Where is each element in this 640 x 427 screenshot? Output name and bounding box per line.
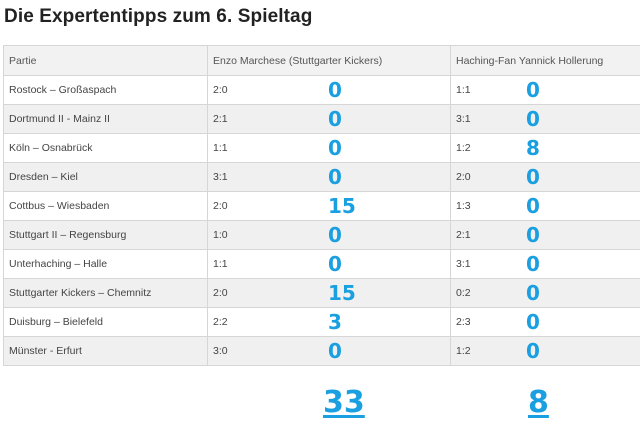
total-expert1-link[interactable]: 33 [323, 385, 365, 420]
expert1-tip: 1:1 [213, 258, 228, 270]
expert1-tip: 1:1 [213, 142, 228, 154]
expert2-tip-cell: 3:1 0 [450, 104, 640, 134]
expert2-points: 0 [526, 310, 540, 334]
table-row: Duisburg – Bielefeld 2:2 3 2:3 0 [3, 307, 640, 337]
match-cell: Stuttgarter Kickers – Chemnitz [3, 278, 208, 308]
expert2-points: 0 [526, 281, 540, 305]
match-cell: Rostock – Großaspach [3, 75, 208, 105]
expert1-tip: 2:0 [213, 287, 228, 299]
table-row: Stuttgart II – Regensburg 1:0 0 2:1 0 [3, 220, 640, 250]
page-title: Die Expertentipps zum 6. Spieltag [4, 6, 313, 27]
match-cell: Cottbus – Wiesbaden [3, 191, 208, 221]
table-row: Münster - Erfurt 3:0 0 1:2 0 [3, 336, 640, 366]
expert2-tip-cell: 1:2 8 [450, 133, 640, 163]
expert1-tip-cell: 1:1 0 [207, 133, 451, 163]
table-row: Köln – Osnabrück 1:1 0 1:2 8 [3, 133, 640, 163]
expert2-tip-cell: 1:3 0 [450, 191, 640, 221]
table-row: Dresden – Kiel 3:1 0 2:0 0 [3, 162, 640, 192]
expert2-points: 0 [526, 78, 540, 102]
expert2-tip: 2:0 [456, 171, 471, 183]
expert2-tip-cell: 2:1 0 [450, 220, 640, 250]
expert1-tip-cell: 1:1 0 [207, 249, 451, 279]
expert2-points: 8 [526, 136, 540, 160]
expert2-tip-cell: 0:2 0 [450, 278, 640, 308]
expert2-tip-cell: 3:1 0 [450, 249, 640, 279]
expert2-tip-cell: 2:3 0 [450, 307, 640, 337]
table-body: Rostock – Großaspach 2:0 0 1:1 0 Dortmund II … [3, 75, 640, 366]
expert1-tip: 1:0 [213, 229, 228, 241]
expert1-points: 0 [328, 107, 342, 131]
expert1-tip-cell: 2:0 0 [207, 75, 451, 105]
expert1-tip-cell: 2:2 3 [207, 307, 451, 337]
table-row: Unterhaching – Halle 1:1 0 3:1 0 [3, 249, 640, 279]
expert1-tip: 2:2 [213, 316, 228, 328]
expert2-tip: 0:2 [456, 287, 471, 299]
expert2-tip-cell: 1:2 0 [450, 336, 640, 366]
match-cell: Dresden – Kiel [3, 162, 208, 192]
expert1-points: 15 [328, 281, 356, 305]
match-cell: Stuttgart II – Regensburg [3, 220, 208, 250]
match-cell: Dortmund II - Mainz II [3, 104, 208, 134]
table-header-row: Partie Enzo Marchese (Stuttgarter Kicker… [3, 45, 640, 76]
total-expert2-link[interactable]: 8 [528, 385, 549, 420]
expert1-tip-cell: 1:0 0 [207, 220, 451, 250]
expert1-points: 0 [328, 165, 342, 189]
match-cell: Köln – Osnabrück [3, 133, 208, 163]
table-row: Cottbus – Wiesbaden 2:0 15 1:3 0 [3, 191, 640, 221]
expert2-tip: 1:3 [456, 200, 471, 212]
table-row: Dortmund II - Mainz II 2:1 0 3:1 0 [3, 104, 640, 134]
expert2-tip-cell: 1:1 0 [450, 75, 640, 105]
expert1-tip-cell: 2:1 0 [207, 104, 451, 134]
expert1-points: 0 [328, 339, 342, 363]
expert1-tip: 2:0 [213, 200, 228, 212]
expert2-points: 0 [526, 223, 540, 247]
expert1-points: 0 [328, 252, 342, 276]
header-expert1: Enzo Marchese (Stuttgarter Kickers) [207, 45, 451, 76]
match-cell: Unterhaching – Halle [3, 249, 208, 279]
expert1-points: 0 [328, 223, 342, 247]
expert1-points: 3 [328, 310, 342, 334]
match-cell: Münster - Erfurt [3, 336, 208, 366]
expert1-points: 0 [328, 78, 342, 102]
expert1-tip-cell: 2:0 15 [207, 278, 451, 308]
expert2-points: 0 [526, 339, 540, 363]
expert2-tip: 1:2 [456, 345, 471, 357]
expert1-tip-cell: 2:0 15 [207, 191, 451, 221]
expert2-tip-cell: 2:0 0 [450, 162, 640, 192]
expert2-points: 0 [526, 107, 540, 131]
expert2-tip: 1:1 [456, 84, 471, 96]
expert2-tip: 2:1 [456, 229, 471, 241]
expert1-tip-cell: 3:0 0 [207, 336, 451, 366]
expert2-points: 0 [526, 252, 540, 276]
expert1-points: 0 [328, 136, 342, 160]
table-row: Stuttgarter Kickers – Chemnitz 2:0 15 0:2 0 [3, 278, 640, 308]
header-match: Partie [3, 45, 208, 76]
expert2-points: 0 [526, 194, 540, 218]
expert2-tip: 2:3 [456, 316, 471, 328]
expert-tips-table: Partie Enzo Marchese (Stuttgarter Kicker… [3, 45, 640, 366]
expert1-tip: 2:1 [213, 113, 228, 125]
expert2-tip: 1:2 [456, 142, 471, 154]
match-cell: Duisburg – Bielefeld [3, 307, 208, 337]
expert2-tip: 3:1 [456, 113, 471, 125]
expert2-tip: 3:1 [456, 258, 471, 270]
expert1-tip: 2:0 [213, 84, 228, 96]
table-row: Rostock – Großaspach 2:0 0 1:1 0 [3, 75, 640, 105]
expert1-tip-cell: 3:1 0 [207, 162, 451, 192]
expert2-points: 0 [526, 165, 540, 189]
expert1-points: 15 [328, 194, 356, 218]
header-expert2: Haching-Fan Yannick Hollerung [450, 45, 640, 76]
expert1-tip: 3:1 [213, 171, 228, 183]
expert1-tip: 3:0 [213, 345, 228, 357]
